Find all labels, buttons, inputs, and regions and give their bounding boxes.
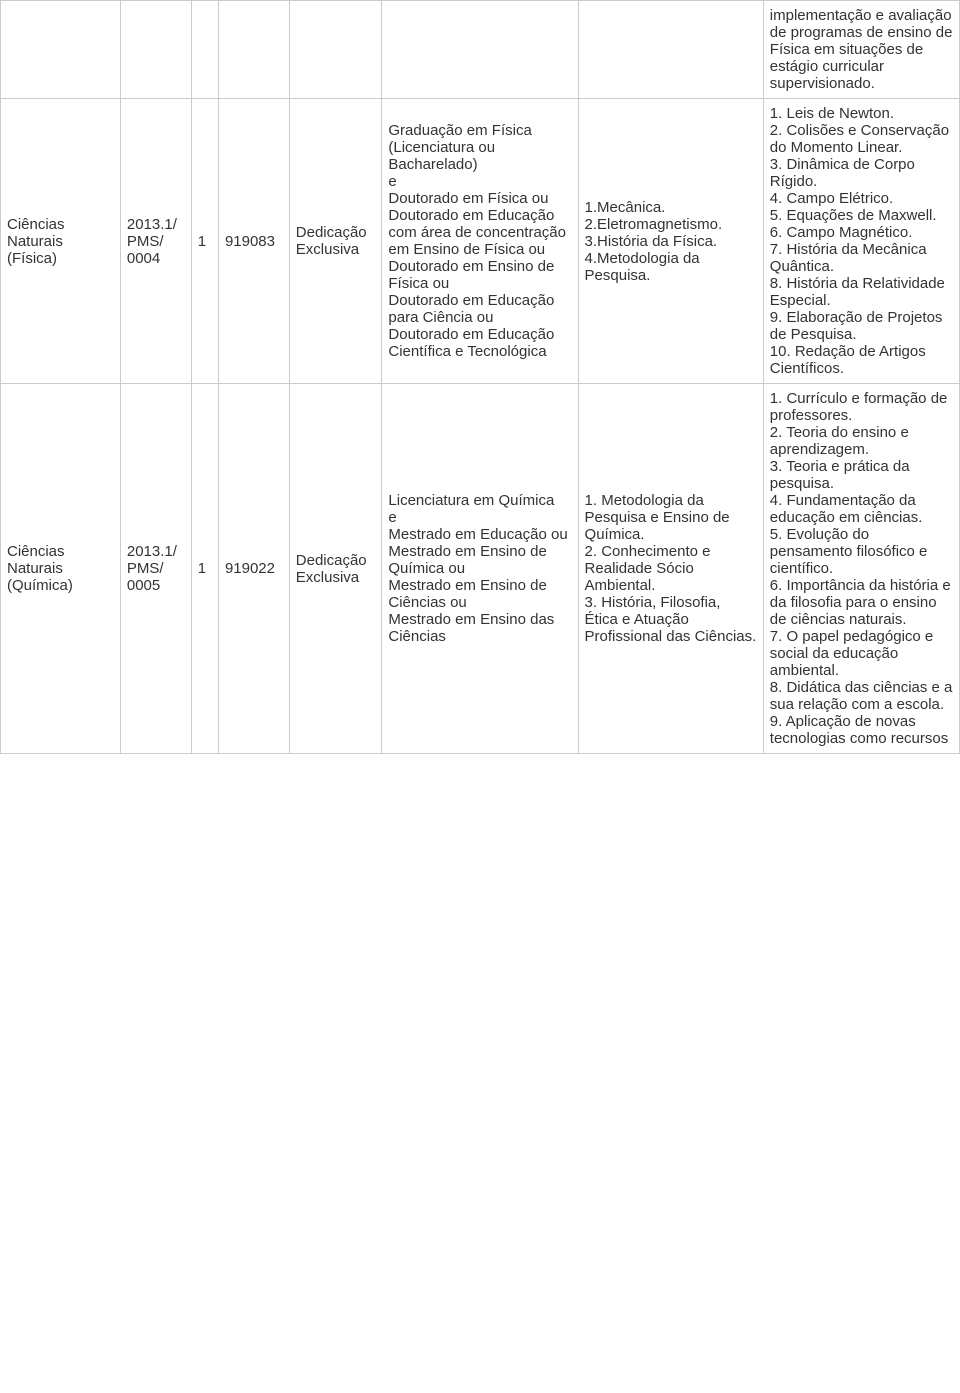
table-cell: 2013.1/ PMS/ 0004 xyxy=(120,99,191,384)
table-cell: 1.Mecânica. 2.Eletromagnetismo. 3.Histór… xyxy=(578,99,763,384)
table-cell: 1 xyxy=(191,384,218,754)
table-cell xyxy=(1,1,121,99)
table-cell xyxy=(382,1,578,99)
table-cell: 919022 xyxy=(218,384,289,754)
table-cell: 919083 xyxy=(218,99,289,384)
table-row: Ciências Naturais (Química)2013.1/ PMS/ … xyxy=(1,384,960,754)
table-cell xyxy=(120,1,191,99)
table-cell xyxy=(289,1,382,99)
table-cell: implementação e avaliação de programas d… xyxy=(763,1,959,99)
data-table: implementação e avaliação de programas d… xyxy=(0,0,960,754)
table-cell: 1. Currículo e formação de professores. … xyxy=(763,384,959,754)
table-cell: 1. Leis de Newton. 2. Colisões e Conserv… xyxy=(763,99,959,384)
table-row: Ciências Naturais (Física)2013.1/ PMS/ 0… xyxy=(1,99,960,384)
table-cell: Graduação em Física (Licenciatura ou Bac… xyxy=(382,99,578,384)
table-row: implementação e avaliação de programas d… xyxy=(1,1,960,99)
table-cell: Dedicação Exclusiva xyxy=(289,99,382,384)
table-cell: Ciências Naturais (Química) xyxy=(1,384,121,754)
table-cell: 1. Metodologia da Pesquisa e Ensino de Q… xyxy=(578,384,763,754)
table-cell xyxy=(578,1,763,99)
table-cell: 2013.1/ PMS/ 0005 xyxy=(120,384,191,754)
table-cell: Licenciatura em Química e Mestrado em Ed… xyxy=(382,384,578,754)
table-cell: Ciências Naturais (Física) xyxy=(1,99,121,384)
table-cell: Dedicação Exclusiva xyxy=(289,384,382,754)
table-cell xyxy=(218,1,289,99)
table-cell: 1 xyxy=(191,99,218,384)
table-cell xyxy=(191,1,218,99)
